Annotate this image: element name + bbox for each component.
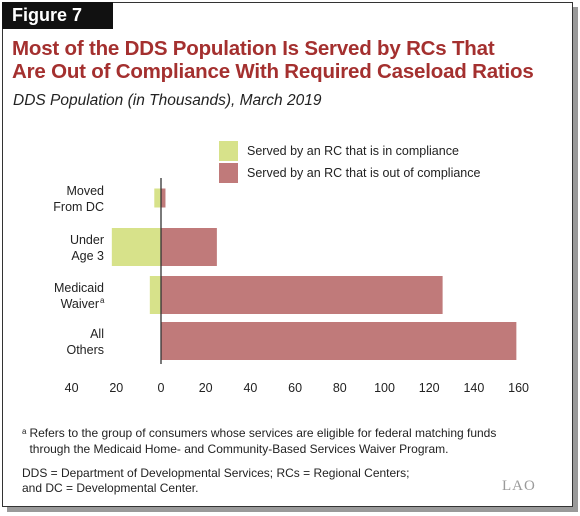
footnote: a Refers to the group of consumers whose …: [22, 425, 562, 457]
legend-label-2: Served by an RC that is out of complianc…: [247, 166, 481, 180]
footnote-text: Refers to the group of consumers whose s…: [29, 426, 497, 456]
lao-logo: LAO: [502, 478, 536, 494]
x-tick-label-5: 40: [243, 381, 257, 395]
x-tick-label-7: 80: [333, 381, 347, 395]
title-line-2: Are Out of Compliance With Required Case…: [12, 60, 534, 83]
x-tick-label-8: 100: [374, 381, 395, 395]
x-tick-label-6: 60: [288, 381, 302, 395]
title-line-1: Most of the DDS Population Is Served by …: [12, 37, 495, 60]
x-tick-label-2: 20: [109, 381, 123, 395]
category-label-2-line2: Age 3: [71, 249, 104, 263]
x-tick-label-10: 140: [463, 381, 484, 395]
legend-swatch-1: [219, 141, 238, 161]
category-label-3-line1: Medicaid: [54, 281, 104, 295]
category-label-4-line2: Others: [66, 343, 104, 357]
legend-label-1: Served by an RC that is in compliance: [247, 144, 459, 158]
abbreviations-note: DDS = Department of Developmental Servic…: [22, 466, 482, 496]
category-label-3-line2: Waiver: [61, 297, 99, 311]
abbreviations-line-1: DDS = Department of Developmental Servic…: [22, 466, 410, 480]
figure-title: Most of the DDS Population Is Served by …: [12, 37, 572, 83]
bar-noncompliant-2: [161, 228, 217, 266]
bar-compliant-2: [111, 228, 161, 266]
chart-subtitle: DDS Population (in Thousands), March 201…: [13, 92, 322, 109]
x-tick-label-4: 20: [199, 381, 213, 395]
bar-noncompliant-4: [161, 322, 517, 360]
abbreviations-line-2: and DC = Developmental Center.: [22, 481, 199, 495]
category-label-4-line1: All: [90, 327, 104, 341]
x-tick-label-1: 40: [65, 381, 79, 395]
bar-noncompliant-1: [161, 188, 166, 208]
figure-frame: [2, 2, 573, 507]
footnote-marker: a: [22, 427, 27, 436]
category-label-1-line1: Moved: [66, 184, 104, 198]
category-label-1-line2: From DC: [53, 200, 104, 214]
x-tick-label-9: 120: [419, 381, 440, 395]
figure-label: Figure 7: [2, 2, 113, 29]
bar-compliant-1: [154, 188, 161, 208]
bar-noncompliant-3: [161, 276, 443, 314]
category-label-2-line1: Under: [70, 233, 104, 247]
x-tick-label-3: 0: [158, 381, 165, 395]
legend-swatch-2: [219, 163, 238, 183]
category-label-3-sup: a: [100, 296, 105, 305]
x-tick-label-11: 160: [508, 381, 529, 395]
bar-compliant-3: [149, 276, 161, 314]
